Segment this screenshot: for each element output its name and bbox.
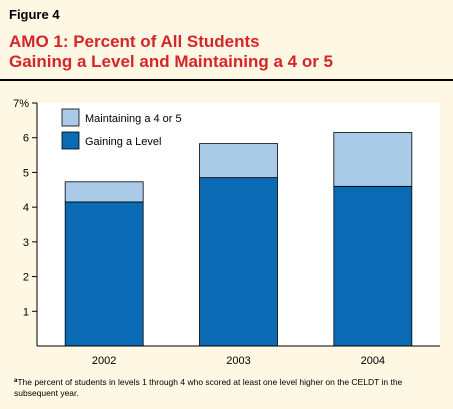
bar-gaining-2003 [199,177,278,347]
chart-title-line-1: AMO 1: Percent of All Students [9,32,260,51]
bar-maintaining-2002 [64,181,144,203]
bar-chart: 1 2 3 4 5 6 7% 2002 2003 2004 Maintaining a 4 or 5… [13,98,440,367]
bar-gaining-2002 [64,201,144,347]
y-tick-label: 3 [23,237,29,249]
y-tick-label: 1 [23,306,29,318]
chart-title: AMO 1: Percent of All Students Gaining a… [9,32,333,72]
y-tick-label: 7% [13,98,29,110]
y-tick-label: 4 [23,202,29,214]
x-tick-label: 2003 [226,355,250,367]
y-tick-label: 6 [23,133,29,145]
legend-label-maintaining: Maintaining a 4 or 5 [85,113,182,125]
legend-swatch-gaining [61,131,80,150]
footnote-marker: a [14,378,18,384]
chart-title-line-2: Gaining a Level and Maintaining a 4 or 5 [9,52,334,71]
x-tick-label: 2004 [361,355,385,367]
bar-maintaining-2004 [333,132,413,187]
title-rule [0,79,453,81]
figure-label: Figure 4 [9,7,60,22]
legend-swatch-maintaining [61,108,80,127]
y-tick-label: 2 [23,272,29,284]
footnote: aThe percent of students in levels 1 thr… [14,376,444,399]
footnote-text: The percent of students in levels 1 thro… [14,377,403,398]
y-tick-label: 5 [23,167,29,179]
legend-label-gaining: Gaining a Level [85,136,161,148]
bar-maintaining-2003 [199,143,278,179]
bar-gaining-2004 [333,185,413,347]
x-tick-label: 2002 [92,355,116,367]
